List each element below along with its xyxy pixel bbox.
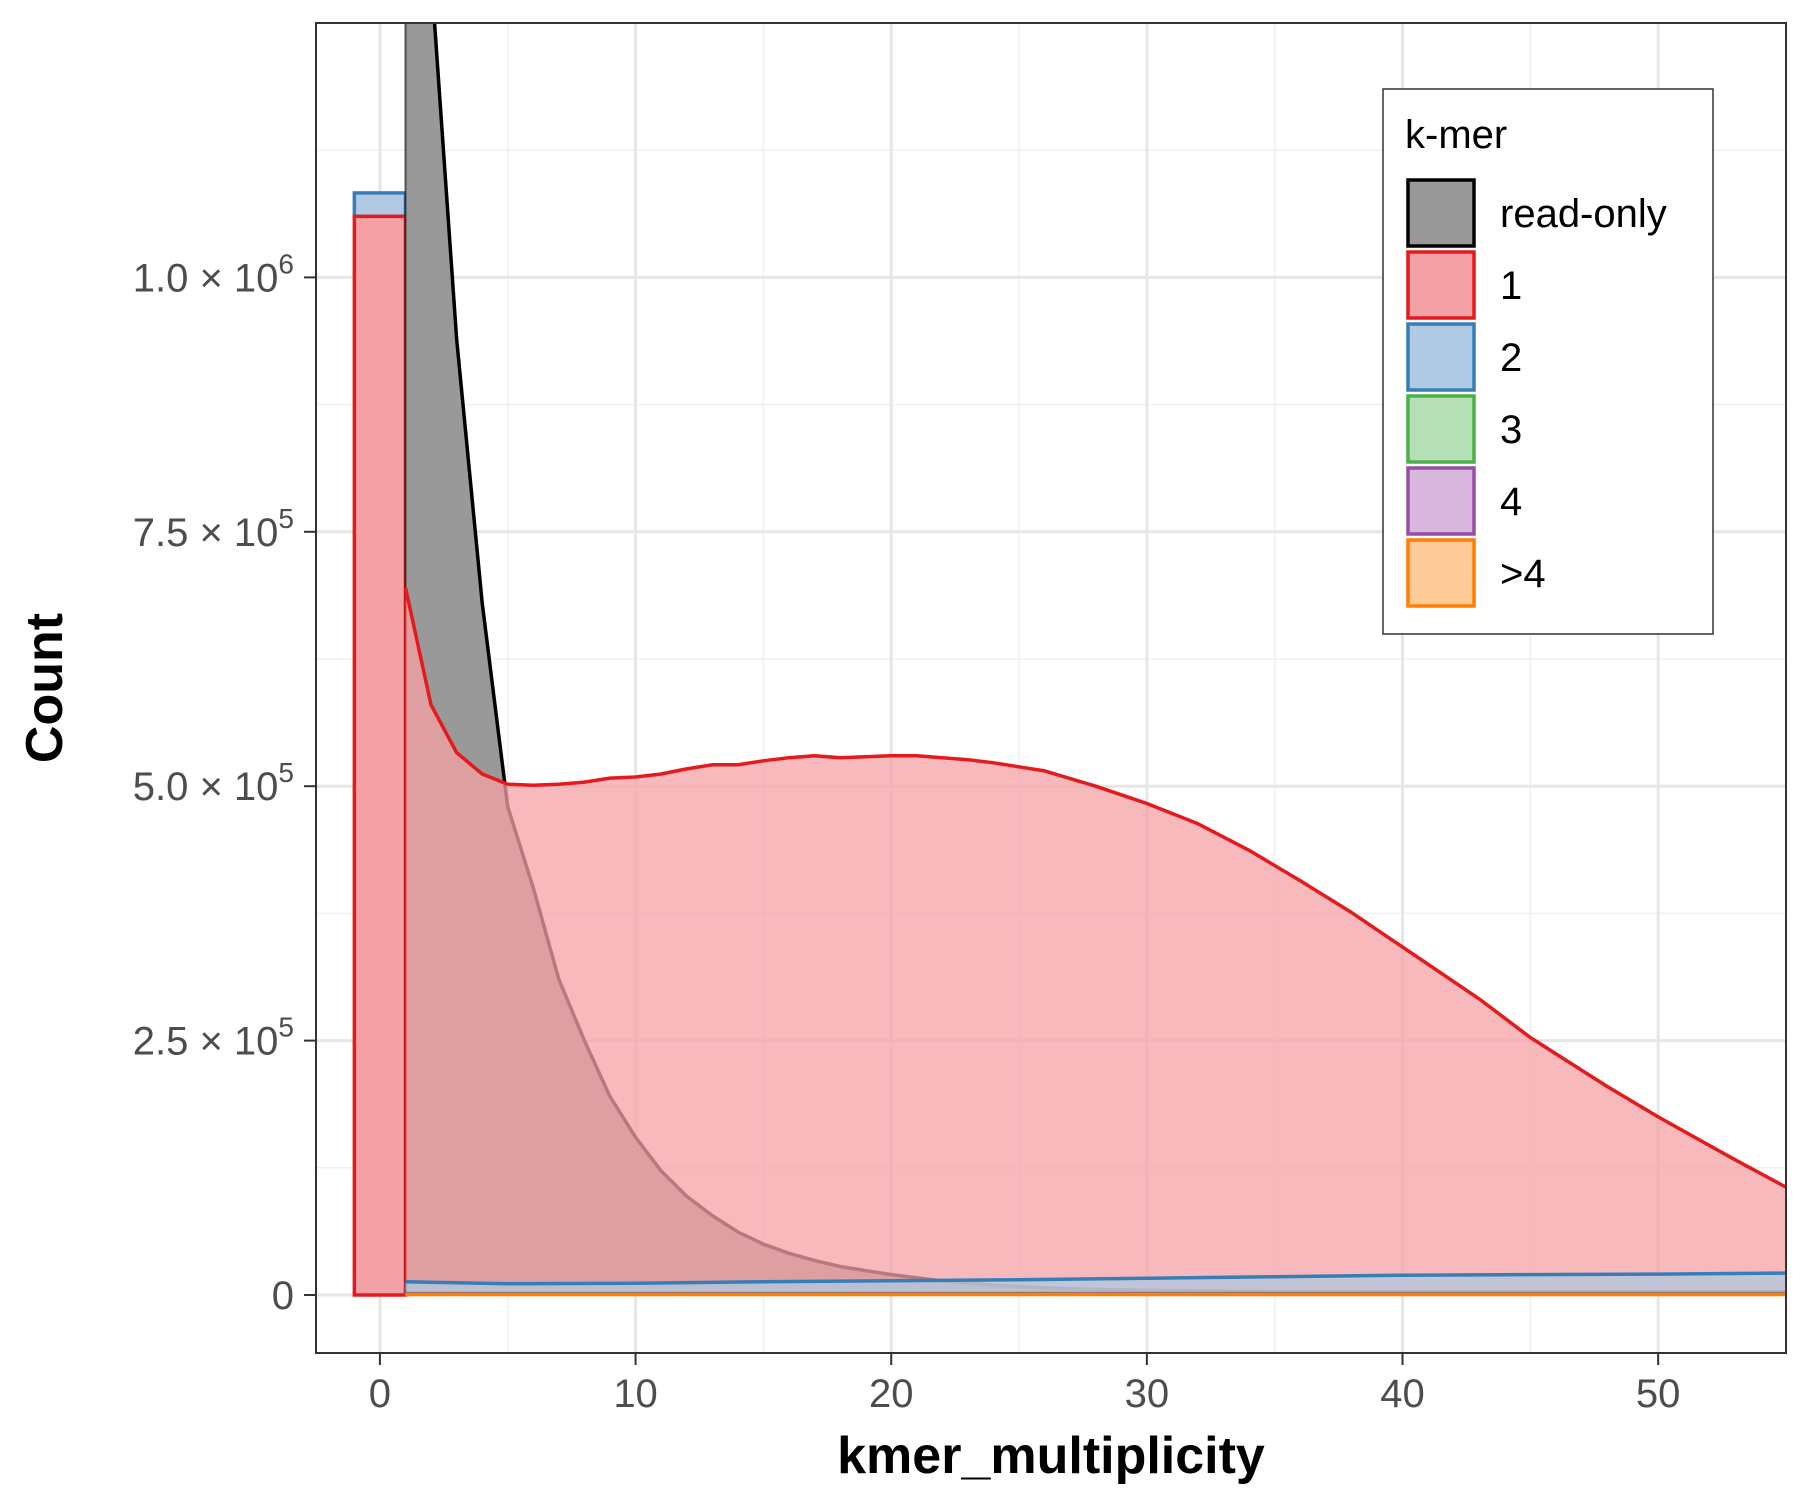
x-tick-label: 20 <box>869 1372 914 1416</box>
zero-bar-series-1 <box>352 214 408 1297</box>
plot-border <box>315 22 1787 1354</box>
legend-key-read-only <box>1406 178 1476 248</box>
zero-bar-series-2 <box>352 191 408 219</box>
y-axis-title: Count <box>16 613 74 763</box>
x-axis-title: kmer_multiplicity <box>837 1427 1265 1485</box>
legend-label-1: 1 <box>1500 264 1522 308</box>
x-tick-label: 40 <box>1380 1372 1425 1416</box>
legend-key-3 <box>1406 394 1476 464</box>
legend-key-gt4 <box>1406 538 1476 608</box>
legend-label-2: 2 <box>1500 336 1522 380</box>
x-tick-label: 50 <box>1636 1372 1681 1416</box>
legend-key-2 <box>1406 322 1476 392</box>
y-tick-label: 7.5 × 105 <box>133 503 294 555</box>
y-tick-label: 1.0 × 106 <box>133 248 294 300</box>
area-series-2 <box>405 1273 1786 1295</box>
legend-label-read-only: read-only <box>1500 192 1667 236</box>
legend-key-1 <box>1406 250 1476 320</box>
legend-key-4 <box>1406 466 1476 536</box>
y-tick-label: 5.0 × 105 <box>133 757 294 809</box>
legend-label-gt4: >4 <box>1500 552 1546 596</box>
legend-items: read-only 1 2 3 4 >4 <box>1406 178 1667 608</box>
x-tick-label: 0 <box>369 1372 391 1416</box>
x-axis-ticks: 0 10 20 30 40 50 <box>369 1353 1681 1416</box>
line-series-1 <box>403 587 1786 1189</box>
y-tick-label: 0 <box>272 1274 294 1318</box>
y-tick-label: 2.5 × 105 <box>133 1012 294 1064</box>
x-tick-label: 10 <box>613 1372 658 1416</box>
series-layer <box>352 23 1786 1297</box>
line-series-2 <box>405 1271 1786 1286</box>
legend-title: k-mer <box>1405 113 1507 157</box>
legend-label-4: 4 <box>1500 480 1522 524</box>
y-axis-ticks: 0 2.5 × 105 5.0 × 105 7.5 × 105 1.0 × 106 <box>133 248 316 1318</box>
x-tick-label: 30 <box>1125 1372 1170 1416</box>
legend-label-3: 3 <box>1500 408 1522 452</box>
legend: k-mer read-only 1 2 3 4 >4 <box>1382 88 1714 635</box>
area-series-1 <box>405 587 1786 1295</box>
